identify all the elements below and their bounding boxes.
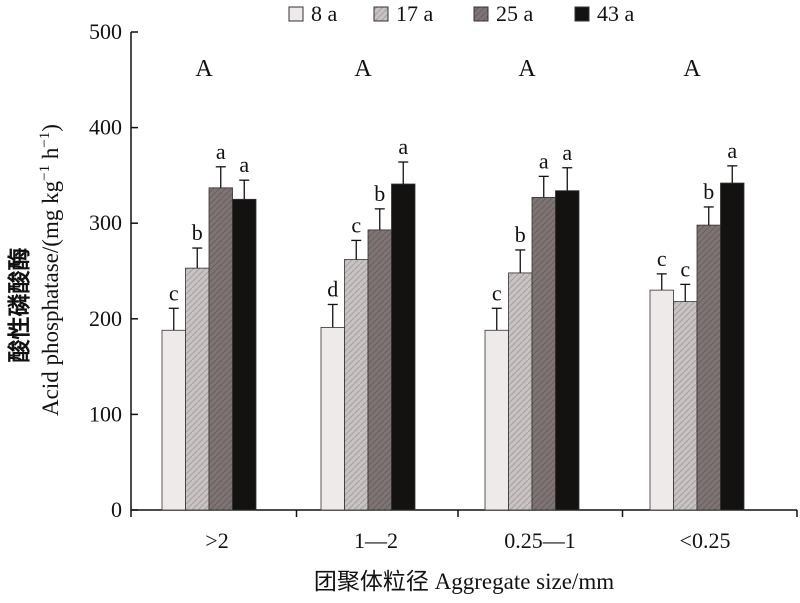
x-tick-label: 1—2 xyxy=(354,528,398,553)
group-letter: A xyxy=(354,56,372,82)
bar xyxy=(391,183,416,511)
legend-swatch-hatch xyxy=(374,7,388,21)
y-tick-label: 200 xyxy=(89,306,122,331)
x-tick-label: <0.25 xyxy=(680,528,731,553)
bar-hatch xyxy=(185,268,209,510)
significance-letter: d xyxy=(327,276,338,301)
significance-letter: a xyxy=(398,134,408,159)
legend-label: 25 a xyxy=(496,1,534,26)
legend: 8 a 17 a 25 a 43 a xyxy=(288,1,635,26)
group-letter: A xyxy=(195,56,213,82)
significance-letter: b xyxy=(515,222,526,247)
significance-letter: a xyxy=(562,140,572,165)
y-axis-label-sup: −1 xyxy=(37,132,53,148)
significance-letter: b xyxy=(703,179,714,204)
bar-hatch xyxy=(368,229,392,510)
x-axis-label: 团聚体粒径 Aggregate size/mm xyxy=(314,569,614,594)
significance-letter: a xyxy=(539,148,549,173)
legend-label: 8 a xyxy=(311,1,338,26)
y-tick-label: 300 xyxy=(89,210,122,235)
bar xyxy=(484,329,509,511)
significance-letter: a xyxy=(239,152,249,177)
legend-label: 17 a xyxy=(396,1,434,26)
y-axis-label-sup: −1 xyxy=(37,165,53,181)
x-tick-label: >2 xyxy=(205,528,228,553)
x-tick-label: 0.25—1 xyxy=(504,528,576,553)
y-axis-label-part: Acid phosphatase/(mg kg xyxy=(38,180,63,416)
significance-letter: b xyxy=(192,220,203,245)
significance-letter: c xyxy=(657,246,667,271)
y-axis-label-part: h xyxy=(38,147,63,165)
y-axis-label-part: ) xyxy=(38,124,63,132)
bar xyxy=(232,198,257,511)
bar-hatch xyxy=(508,272,532,510)
y-tick-label: 100 xyxy=(89,401,122,426)
significance-letter: c xyxy=(169,280,179,305)
y-tick-label: 400 xyxy=(89,115,122,140)
x-ticks: >2 1—2 0.25—1 <0.25 xyxy=(130,510,798,553)
significance-letter: b xyxy=(374,181,385,206)
legend-swatch xyxy=(574,6,590,22)
bar xyxy=(161,329,186,511)
significance-letter: c xyxy=(680,256,690,281)
bar xyxy=(649,289,674,511)
bar-hatch xyxy=(532,197,556,510)
bar xyxy=(720,182,745,511)
legend-label: 43 a xyxy=(597,1,635,26)
y-ticks: 0 100 200 300 400 500 xyxy=(89,19,138,522)
y-axis-label-cn: 酸性磷酸酶 xyxy=(6,248,32,363)
significance-letter: a xyxy=(216,139,226,164)
group-letter: A xyxy=(683,56,701,82)
bar-hatch xyxy=(209,187,233,510)
significance-letter: c xyxy=(492,280,502,305)
significance-letter: c xyxy=(351,212,361,237)
bar-hatch xyxy=(344,259,368,510)
bar xyxy=(555,190,580,511)
y-axis-label-en: Acid phosphatase/(mg kg−1 h−1) xyxy=(37,124,63,416)
legend-swatch-hatch xyxy=(474,7,488,21)
group-letter: A xyxy=(518,56,536,82)
bar-hatch xyxy=(697,225,721,510)
y-tick-label: 0 xyxy=(111,497,122,522)
bar xyxy=(320,327,345,511)
y-tick-label: 500 xyxy=(89,19,122,44)
significance-letter: a xyxy=(727,138,737,163)
legend-swatch xyxy=(288,6,304,22)
bar-hatch xyxy=(673,301,697,510)
